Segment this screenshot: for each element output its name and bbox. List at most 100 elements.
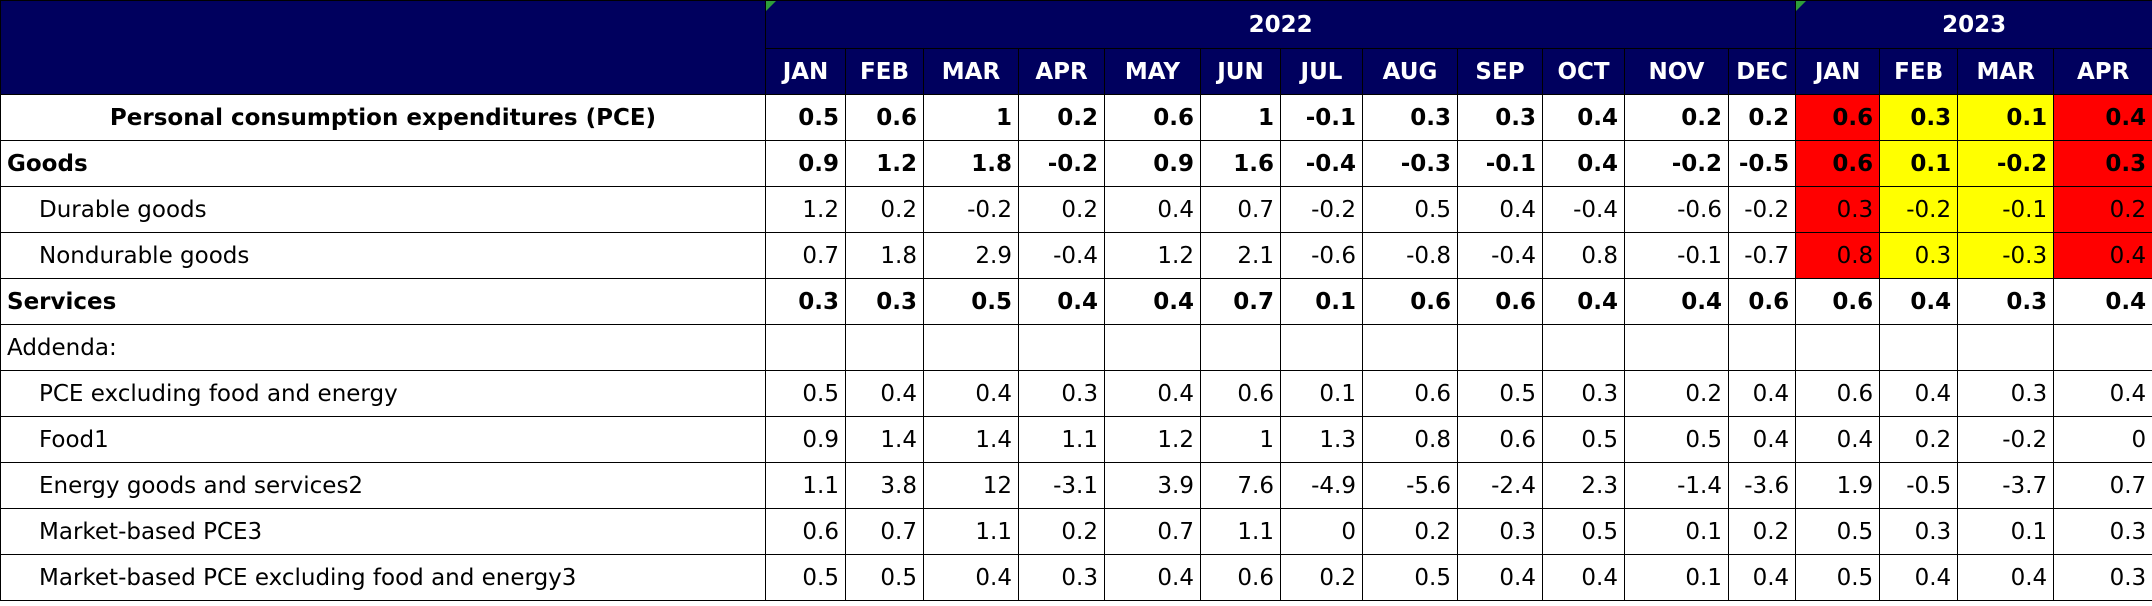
value-cell: 0.5 bbox=[765, 370, 846, 417]
value-cell: 0.6 bbox=[1104, 94, 1201, 141]
value-cell: 0.4 bbox=[1104, 554, 1201, 601]
value-cell: 0.3 bbox=[1457, 508, 1543, 555]
value-cell: -0.2 bbox=[1624, 140, 1729, 187]
value-cell: 1.8 bbox=[845, 232, 924, 279]
value-cell: 0.6 bbox=[1457, 278, 1543, 325]
month-header: AUG bbox=[1362, 48, 1458, 95]
value-cell: 0.5 bbox=[1542, 508, 1625, 555]
value-cell: 1.1 bbox=[1200, 508, 1281, 555]
value-cell: 1 bbox=[1200, 416, 1281, 463]
value-cell: 1.2 bbox=[765, 186, 846, 233]
value-cell: 0.5 bbox=[1362, 186, 1458, 233]
value-cell: 0.2 bbox=[1280, 554, 1363, 601]
empty-cell bbox=[1957, 324, 2055, 371]
table-header: 2022 2023 JAN FEB MAR APR MAY JUN JUL AUG SEP OCT N… bbox=[0, 0, 2152, 95]
value-cell: 0.5 bbox=[1795, 508, 1881, 555]
value-cell: 7.6 bbox=[1200, 462, 1281, 509]
value-cell: 0.3 bbox=[1957, 278, 2055, 325]
value-cell: 0.4 bbox=[1457, 554, 1543, 601]
month-row: JAN FEB MAR APR MAY JUN JUL AUG SEP OCT NOV DEC JAN F… bbox=[1, 48, 2152, 95]
value-cell: 0.6 bbox=[1727, 278, 1797, 325]
value-cell: 0.1 bbox=[1879, 140, 1959, 187]
value-cell: -3.6 bbox=[1727, 462, 1797, 509]
value-cell: 0.5 bbox=[765, 94, 846, 141]
value-cell: 0.7 bbox=[1104, 508, 1201, 555]
value-cell: 0.5 bbox=[845, 554, 924, 601]
value-cell: 0.4 bbox=[2053, 370, 2152, 417]
empty-cell bbox=[1457, 324, 1543, 371]
empty-cell bbox=[845, 324, 924, 371]
value-cell: 0.2 bbox=[1879, 416, 1959, 463]
value-cell: 0.4 bbox=[1542, 140, 1625, 187]
value-cell: 0.4 bbox=[1879, 554, 1959, 601]
value-cell: 0.4 bbox=[1879, 278, 1959, 325]
table-row: Energy goods and services2 1.1 3.8 12 -3.1 3.… bbox=[0, 462, 2152, 509]
value-cell: 0.6 bbox=[1795, 94, 1881, 141]
value-cell: 1 bbox=[923, 94, 1019, 141]
empty-cell bbox=[1018, 324, 1105, 371]
value-cell: 0.5 bbox=[1795, 554, 1881, 601]
value-cell: 0.1 bbox=[1280, 278, 1363, 325]
empty-cell bbox=[1795, 324, 1881, 371]
value-cell: -3.7 bbox=[1957, 462, 2055, 509]
row-label: Durable goods bbox=[0, 186, 766, 233]
month-header: MAY bbox=[1104, 48, 1201, 95]
value-cell: -2.4 bbox=[1457, 462, 1543, 509]
value-cell: 0.7 bbox=[1200, 278, 1281, 325]
value-cell: 0.7 bbox=[845, 508, 924, 555]
value-cell: 0.4 bbox=[923, 370, 1019, 417]
month-header: MAR bbox=[923, 48, 1019, 95]
value-cell: 0.4 bbox=[1104, 186, 1201, 233]
value-cell: -0.2 bbox=[1280, 186, 1363, 233]
value-cell: 0.1 bbox=[1957, 508, 2055, 555]
month-header: JAN bbox=[765, 48, 846, 95]
value-cell: 1.9 bbox=[1795, 462, 1881, 509]
value-cell: 0.8 bbox=[1795, 232, 1881, 279]
value-cell: 0.1 bbox=[1624, 554, 1729, 601]
value-cell: -0.4 bbox=[1457, 232, 1543, 279]
value-cell: -0.2 bbox=[1957, 416, 2055, 463]
row-label: Goods bbox=[0, 140, 766, 187]
value-cell: 0.6 bbox=[1362, 278, 1458, 325]
value-cell: 0.3 bbox=[1457, 94, 1543, 141]
value-cell: 0.4 bbox=[2053, 232, 2152, 279]
value-cell: 0.6 bbox=[765, 508, 846, 555]
value-cell: 0.2 bbox=[2053, 186, 2152, 233]
row-label: Nondurable goods bbox=[0, 232, 766, 279]
value-cell: 0.3 bbox=[845, 278, 924, 325]
empty-cell bbox=[765, 324, 846, 371]
table-row: Food1 0.9 1.4 1.4 1.1 1.2 1 1.3 0.8 0.6 0.5 0.5 0.4 0… bbox=[0, 416, 2152, 463]
month-header: DEC bbox=[1727, 48, 1797, 95]
month-header: JAN bbox=[1795, 48, 1881, 95]
empty-cell bbox=[1362, 324, 1458, 371]
value-cell: 0.1 bbox=[1957, 94, 2055, 141]
value-cell: 0.7 bbox=[1200, 186, 1281, 233]
value-cell: 0 bbox=[2053, 416, 2152, 463]
empty-cell bbox=[923, 324, 1019, 371]
header-corner bbox=[0, 0, 766, 95]
value-cell: 3.9 bbox=[1104, 462, 1201, 509]
value-cell: 1.2 bbox=[1104, 416, 1201, 463]
value-cell: 0.2 bbox=[1362, 508, 1458, 555]
value-cell: 0.5 bbox=[765, 554, 846, 601]
value-cell: -0.7 bbox=[1727, 232, 1797, 279]
value-cell: 0.4 bbox=[1624, 278, 1729, 325]
value-cell: 0.4 bbox=[1727, 554, 1797, 601]
value-cell: 0.8 bbox=[1542, 232, 1625, 279]
value-cell: -0.1 bbox=[1624, 232, 1729, 279]
value-cell: 0.2 bbox=[845, 186, 924, 233]
table-row: Addenda: bbox=[0, 324, 2152, 371]
value-cell: 0.4 bbox=[1104, 370, 1201, 417]
month-header: APR bbox=[1018, 48, 1105, 95]
value-cell: 1.3 bbox=[1280, 416, 1363, 463]
value-cell: 2.3 bbox=[1542, 462, 1625, 509]
row-label: Market-based PCE3 bbox=[0, 508, 766, 555]
value-cell: -0.2 bbox=[1957, 140, 2055, 187]
value-cell: 0.5 bbox=[1457, 370, 1543, 417]
year-row: 2022 2023 bbox=[0, 0, 2152, 95]
value-cell: 12 bbox=[923, 462, 1019, 509]
value-cell: 0.4 bbox=[845, 370, 924, 417]
value-cell: 0.3 bbox=[1018, 554, 1105, 601]
value-cell: 0.3 bbox=[2053, 554, 2152, 601]
